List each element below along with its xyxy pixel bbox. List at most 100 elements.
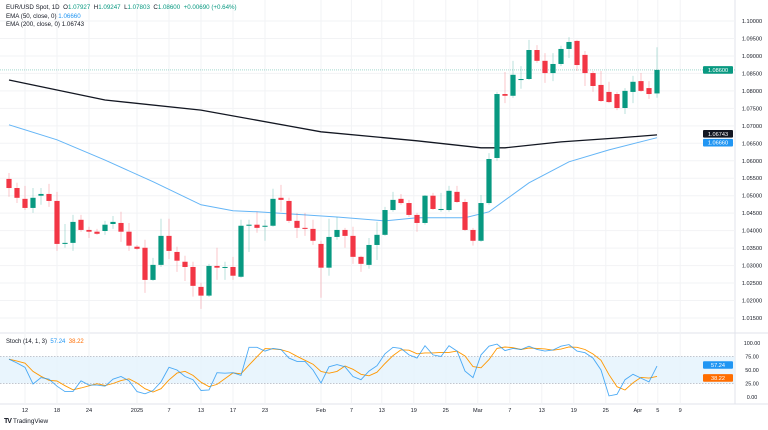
candle-body bbox=[182, 261, 188, 267]
price-tick-label: 1.03500 bbox=[742, 246, 762, 252]
stoch-k-line bbox=[8, 343, 658, 397]
time-tick-label: 24 bbox=[86, 408, 92, 414]
price-tick-label: 1.06000 bbox=[742, 159, 762, 165]
open-label: O bbox=[63, 4, 68, 11]
candle bbox=[214, 247, 220, 280]
ema50-row[interactable]: EMA (50, close, 0) 1.06660 bbox=[6, 13, 237, 22]
stoch-k-badge bbox=[703, 361, 733, 369]
candle bbox=[6, 172, 12, 197]
candle bbox=[110, 215, 116, 229]
candle-body bbox=[462, 201, 468, 230]
candle-body bbox=[478, 203, 484, 241]
candle bbox=[350, 226, 356, 264]
candle bbox=[622, 88, 628, 114]
candle bbox=[342, 227, 348, 248]
candle-body bbox=[126, 231, 132, 246]
candle bbox=[14, 182, 20, 204]
price-tick-label: 1.05500 bbox=[742, 176, 762, 182]
candle-body bbox=[262, 225, 268, 227]
tradingview-logo[interactable]: TV TradingView bbox=[4, 418, 48, 425]
candle bbox=[430, 192, 436, 211]
candle-body bbox=[590, 73, 596, 86]
candle-body bbox=[598, 84, 604, 102]
ema200-badge bbox=[703, 129, 733, 138]
time-tick-label: 12 bbox=[22, 408, 28, 414]
price-tick-label: 1.09500 bbox=[742, 36, 762, 42]
price-tick-label: 1.07500 bbox=[742, 106, 762, 112]
price-tick-label: 1.03000 bbox=[742, 264, 762, 270]
candle-body bbox=[302, 227, 308, 229]
candle bbox=[286, 197, 292, 223]
candle bbox=[638, 73, 644, 92]
candle-body bbox=[374, 234, 380, 245]
price-tick-label: 1.04000 bbox=[742, 229, 762, 235]
candle bbox=[174, 246, 180, 272]
candle-body bbox=[30, 197, 36, 208]
candle bbox=[646, 81, 652, 99]
candle-body bbox=[334, 229, 340, 237]
candle-body bbox=[166, 235, 172, 251]
stoch-d-line bbox=[8, 346, 658, 393]
stoch-legend[interactable]: Stoch (14, 1, 3) 57.24 38.22 bbox=[6, 339, 84, 345]
close-value: 1.08600 bbox=[157, 4, 181, 11]
candle bbox=[486, 153, 492, 205]
candle bbox=[22, 185, 28, 211]
time-tick-label: 19 bbox=[411, 408, 417, 414]
time-tick-label: 2025 bbox=[131, 408, 143, 414]
candle bbox=[238, 219, 244, 278]
time-tick-label: Feb bbox=[316, 408, 326, 414]
candle-body bbox=[422, 195, 428, 223]
time-tick-label: 5 bbox=[656, 408, 659, 414]
stoch-band bbox=[0, 356, 735, 384]
candle bbox=[526, 39, 532, 81]
candle-body bbox=[150, 264, 156, 280]
candle-body bbox=[318, 243, 324, 268]
time-tick-label: 7 bbox=[508, 408, 511, 414]
candle-body bbox=[646, 88, 652, 95]
tradingview-logo-text: TradingView bbox=[12, 418, 49, 425]
stoch-d-badge-label: 38.22 bbox=[711, 376, 725, 382]
symbol-label[interactable]: EUR/USD Spot, 1D bbox=[6, 4, 60, 11]
candle bbox=[294, 212, 300, 238]
candle bbox=[198, 282, 204, 309]
candle bbox=[414, 212, 420, 232]
candle bbox=[78, 214, 84, 232]
time-tick-label: 17 bbox=[230, 408, 236, 414]
candle bbox=[190, 261, 196, 297]
time-tick-label: 19 bbox=[571, 408, 577, 414]
candle-body bbox=[606, 91, 612, 103]
candle bbox=[70, 214, 76, 251]
ema50-line bbox=[8, 124, 658, 222]
candle bbox=[94, 228, 100, 235]
candle bbox=[390, 191, 396, 212]
candle bbox=[478, 195, 484, 242]
ema200-row[interactable]: EMA (200, close, 0) 1.06743 bbox=[6, 21, 237, 30]
candle bbox=[206, 263, 212, 298]
candle-body bbox=[94, 231, 100, 234]
candle-body bbox=[102, 224, 108, 231]
candle-body bbox=[254, 224, 260, 228]
price-tick-label: 1.06500 bbox=[742, 141, 762, 147]
candle-body bbox=[270, 198, 276, 226]
candle-body bbox=[350, 235, 356, 257]
candle bbox=[422, 195, 428, 225]
stoch-d-value: 38.22 bbox=[68, 339, 84, 345]
candle-body bbox=[446, 190, 452, 211]
candle-body bbox=[550, 63, 556, 74]
time-tick-label: Apr bbox=[633, 408, 642, 414]
time-tick-label: 13 bbox=[539, 408, 545, 414]
candle-body bbox=[534, 50, 540, 61]
candle bbox=[590, 70, 596, 92]
price-tick-label: 1.05000 bbox=[742, 194, 762, 200]
ema200-label: EMA (200, close, 0) bbox=[6, 21, 60, 29]
candle-body bbox=[526, 50, 532, 80]
price-tick-label: 1.01500 bbox=[742, 316, 762, 322]
candle-body bbox=[366, 244, 372, 265]
candle bbox=[534, 45, 540, 63]
price-tick-label: 1.07000 bbox=[742, 124, 762, 130]
candle bbox=[614, 91, 620, 111]
price-tick-label: 1.09000 bbox=[742, 54, 762, 60]
candle-body bbox=[110, 221, 116, 225]
candle-body bbox=[558, 48, 564, 64]
